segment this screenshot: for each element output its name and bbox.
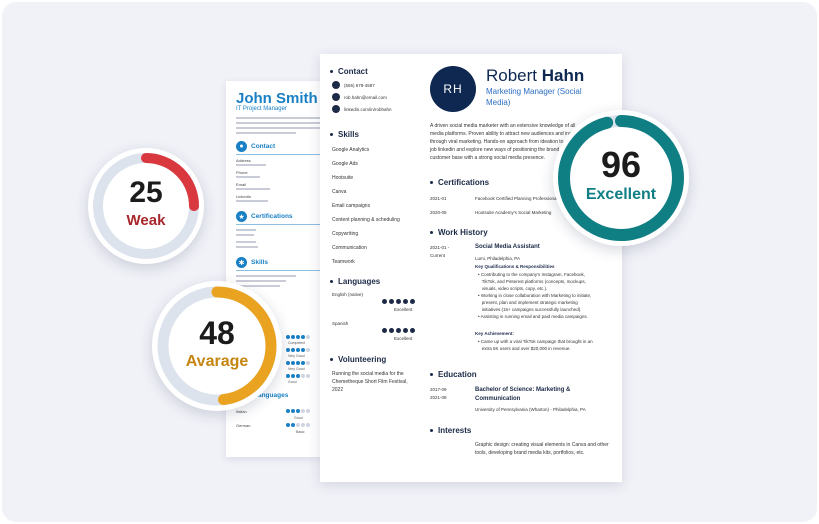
work-title: Social Media Assistant bbox=[475, 244, 540, 250]
back-language-level: Good bbox=[294, 416, 303, 420]
score-value: 96 bbox=[600, 144, 642, 185]
back-skill-level: Competent bbox=[288, 341, 306, 345]
back-language-name: German bbox=[236, 423, 251, 428]
score-label: Weak bbox=[126, 212, 166, 229]
resume-summary: A driven social media marketer with an e… bbox=[430, 123, 584, 161]
work-current: Current bbox=[430, 253, 446, 258]
back-skill-level: Very Good bbox=[288, 367, 305, 371]
back-language-name: Italian bbox=[236, 409, 247, 414]
language-level: Excellent bbox=[394, 307, 413, 312]
work-key-label: Key Qualifications & Responsibilities bbox=[475, 264, 555, 269]
language-name: English (native) bbox=[332, 292, 364, 297]
section-certifications-heading: Certifications bbox=[430, 178, 489, 187]
language-name: Spanish bbox=[332, 321, 349, 326]
phone-icon bbox=[332, 81, 340, 89]
contact-linkedin: linkedin.com/in/robhahn bbox=[332, 105, 392, 113]
interests-text: Graphic design: creating visual elements… bbox=[475, 442, 609, 456]
back-section-skills: ✱ Skills bbox=[236, 257, 268, 268]
section-volunteering-heading: Volunteering bbox=[330, 355, 386, 364]
education-start: 2017-09 bbox=[430, 387, 447, 392]
skill-item: Email campaigns bbox=[332, 203, 371, 209]
score-ring-average bbox=[157, 286, 277, 406]
avatar: RH bbox=[430, 66, 476, 112]
back-contact-linkedin: LinkedIn bbox=[236, 194, 252, 199]
back-language-dots bbox=[286, 409, 310, 413]
score-ring-excellent bbox=[558, 115, 684, 241]
back-section-certifications: ★ Certifications bbox=[236, 211, 293, 222]
person-icon: ● bbox=[236, 141, 247, 152]
back-section-contact: ● Contact bbox=[236, 141, 275, 152]
score-badge-weak: 25 Weak bbox=[88, 148, 204, 264]
skill-item: Communication bbox=[332, 245, 367, 251]
score-value: 25 bbox=[129, 176, 163, 209]
score-label: Excellent bbox=[585, 186, 657, 203]
section-work-history-heading: Work History bbox=[430, 228, 488, 237]
gear-icon: ✱ bbox=[236, 257, 247, 268]
section-skills-heading: Skills bbox=[330, 130, 359, 139]
back-section-languages: Languages bbox=[254, 392, 289, 399]
certificate-icon: ★ bbox=[236, 211, 247, 222]
back-contact-email: Email bbox=[236, 182, 247, 187]
back-skill-dots bbox=[286, 335, 310, 339]
resume-role: Marketing Manager (Social Media) bbox=[486, 87, 582, 107]
score-value: 48 bbox=[199, 315, 235, 351]
back-resume-title: IT Project Manager bbox=[236, 106, 287, 112]
back-contact-phone: Phone bbox=[236, 170, 248, 175]
score-label: Avarage bbox=[185, 353, 249, 370]
email-icon bbox=[332, 93, 340, 101]
skill-item: Content planning & scheduling bbox=[332, 217, 400, 223]
back-language-level: Basic bbox=[296, 430, 305, 434]
section-education-heading: Education bbox=[430, 370, 477, 379]
back-language-dots bbox=[286, 423, 310, 427]
language-level: Excellent bbox=[394, 336, 413, 341]
score-badge-average: 48 Avarage bbox=[152, 281, 282, 411]
main-resume-card: Contact (555) 678-4587 rob.hahn@email.co… bbox=[320, 54, 622, 482]
contact-email: rob.hahn@email.com bbox=[332, 93, 387, 101]
resume-name: Robert Hahn bbox=[486, 66, 585, 85]
skill-item: Teamwork bbox=[332, 259, 355, 265]
work-achievement: • Came up with a viral TikTok campaign t… bbox=[478, 339, 593, 351]
back-skill-dots bbox=[286, 374, 310, 378]
score-badge-excellent: 96 Excellent bbox=[553, 110, 689, 246]
section-interests-heading: Interests bbox=[430, 426, 471, 435]
skill-item: Hootsuite bbox=[332, 175, 354, 181]
back-skill-dots bbox=[286, 348, 310, 352]
back-skill-level: Good bbox=[288, 380, 297, 384]
education-end: 2021-08 bbox=[430, 395, 447, 400]
back-skill-level: Very Good bbox=[288, 354, 305, 358]
skill-item: Copywriting bbox=[332, 231, 359, 237]
volunteering-text: Running the social media for the Chemeth… bbox=[332, 371, 408, 393]
contact-phone: (555) 678-4587 bbox=[332, 81, 375, 89]
work-dates: 2021-01 - bbox=[430, 245, 450, 250]
education-degree: Bachelor of Science: Marketing & Communi… bbox=[475, 387, 571, 402]
cert-year: 2021-01 bbox=[430, 196, 447, 201]
cert-year: 2020-05 bbox=[430, 210, 447, 215]
skill-item: Google Ads bbox=[332, 161, 358, 167]
back-skill-dots bbox=[286, 361, 310, 365]
education-school: University of Pennsylvania (Wharton) - P… bbox=[475, 407, 586, 412]
back-resume-summary bbox=[236, 117, 322, 137]
language-level-dots bbox=[382, 299, 415, 304]
back-resume-name: John Smith bbox=[236, 90, 318, 107]
score-ring-weak bbox=[93, 153, 199, 259]
skill-item: Google Analytics bbox=[332, 147, 370, 153]
work-location: Lumi, Philadelphia, PA bbox=[475, 256, 520, 261]
back-contact-address: Address bbox=[236, 158, 251, 163]
skill-item: Canva bbox=[332, 189, 347, 195]
language-level-dots bbox=[382, 328, 415, 333]
work-achievement-label: Key Achievement: bbox=[475, 331, 514, 336]
cert-name: Hootsuite Academy's Social Marketing bbox=[475, 210, 552, 215]
linkedin-icon bbox=[332, 105, 340, 113]
section-languages-heading: Languages bbox=[330, 277, 380, 286]
work-bullets: • Contributing to the company's Instagra… bbox=[478, 272, 592, 319]
cert-name: Facebook Certified Planning Professional bbox=[475, 196, 558, 201]
section-contact-heading: Contact bbox=[330, 67, 368, 76]
